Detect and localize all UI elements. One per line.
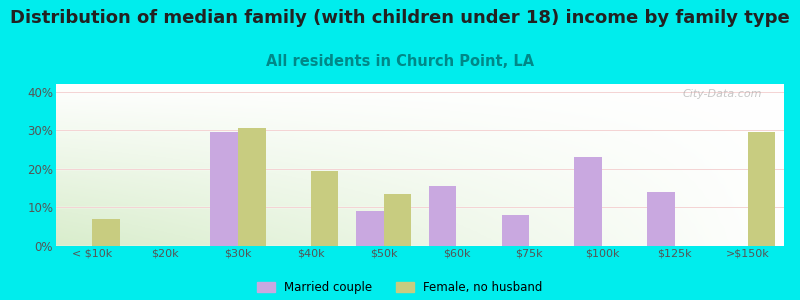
Text: City-Data.com: City-Data.com [682, 89, 762, 99]
Bar [93, 219, 120, 246]
Bar [210, 132, 238, 246]
Bar [429, 186, 456, 246]
Bar [747, 132, 775, 246]
Text: All residents in Church Point, LA: All residents in Church Point, LA [266, 54, 534, 69]
Bar [356, 211, 384, 246]
Bar [310, 171, 338, 246]
Text: Distribution of median family (with children under 18) income by family type: Distribution of median family (with chil… [10, 9, 790, 27]
Bar [384, 194, 411, 246]
Bar [574, 157, 602, 246]
Legend: Married couple, Female, no husband: Married couple, Female, no husband [258, 281, 542, 294]
Bar [647, 192, 674, 246]
Bar [502, 215, 530, 246]
Bar [238, 128, 266, 246]
